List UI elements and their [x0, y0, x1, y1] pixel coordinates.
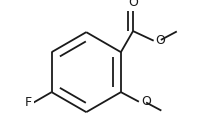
Text: O: O	[141, 95, 151, 108]
Text: O: O	[156, 34, 165, 47]
Text: F: F	[24, 96, 31, 109]
Text: O: O	[128, 0, 138, 9]
